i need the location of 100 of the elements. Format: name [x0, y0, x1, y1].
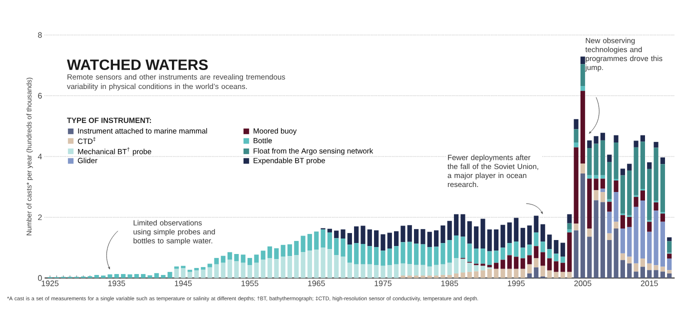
bar — [434, 246, 439, 265]
bar — [314, 232, 319, 250]
bar — [534, 246, 538, 258]
bar — [554, 240, 558, 254]
bar — [380, 266, 386, 278]
bar — [627, 256, 632, 264]
bar — [274, 259, 279, 278]
bar — [567, 214, 572, 224]
bar — [180, 266, 186, 268]
bar — [627, 164, 632, 170]
bar — [320, 248, 326, 278]
bar — [400, 242, 406, 264]
bar — [514, 242, 518, 257]
bar — [667, 270, 672, 274]
bar — [507, 243, 512, 256]
bar — [594, 200, 598, 278]
bar — [580, 86, 586, 91]
bar — [667, 258, 672, 270]
bar — [580, 174, 586, 278]
bar — [547, 234, 552, 250]
bar — [440, 225, 446, 244]
bar — [667, 254, 672, 259]
bar — [647, 232, 652, 264]
bar — [554, 272, 558, 278]
bar — [208, 267, 212, 278]
bar — [414, 264, 419, 276]
bar — [634, 196, 638, 207]
bar — [520, 268, 526, 278]
bar — [620, 215, 626, 228]
bar — [640, 190, 646, 201]
bar — [220, 262, 226, 278]
bar — [580, 56, 586, 64]
bar — [280, 256, 286, 278]
bar — [607, 199, 612, 202]
bar — [174, 268, 179, 278]
bar — [367, 229, 372, 246]
bar — [94, 274, 99, 278]
bar — [334, 238, 339, 256]
bar — [547, 270, 552, 278]
bar — [214, 258, 219, 264]
bar — [620, 260, 626, 278]
bar — [660, 272, 665, 278]
bar — [574, 224, 578, 230]
bar — [374, 265, 379, 278]
bar — [374, 230, 379, 248]
bar — [447, 240, 452, 263]
bar — [480, 266, 486, 270]
bar — [254, 254, 259, 263]
bar — [208, 264, 212, 268]
bar — [247, 265, 252, 278]
bar — [567, 272, 572, 278]
bar — [654, 202, 658, 211]
bar — [587, 236, 592, 278]
bar — [640, 200, 646, 259]
bar — [447, 274, 452, 278]
bar — [434, 264, 439, 276]
bar — [228, 252, 232, 260]
bar — [574, 147, 578, 224]
bar — [247, 258, 252, 266]
bar — [487, 251, 492, 265]
bar — [460, 272, 466, 278]
bar — [634, 140, 638, 148]
bar — [400, 263, 406, 276]
bar — [520, 258, 526, 269]
bar — [407, 264, 412, 276]
bar — [240, 254, 246, 263]
bar — [634, 147, 638, 196]
bar — [307, 250, 312, 278]
bar — [260, 260, 266, 278]
bar — [647, 162, 652, 169]
bar — [467, 221, 472, 244]
bar — [580, 90, 586, 164]
bar — [454, 258, 459, 274]
bar — [200, 267, 206, 270]
bar — [480, 248, 486, 264]
bar — [327, 232, 332, 250]
bar — [660, 266, 665, 272]
bar — [494, 229, 498, 251]
bar — [607, 212, 612, 234]
bar — [334, 230, 339, 238]
bar — [387, 248, 392, 266]
bar — [394, 264, 399, 278]
bar — [460, 258, 466, 273]
bar — [514, 218, 518, 242]
bar — [154, 273, 159, 278]
bar — [367, 264, 372, 278]
bar — [360, 264, 366, 278]
bar — [460, 214, 466, 237]
bar — [360, 244, 366, 264]
bar — [380, 234, 386, 251]
bar — [574, 230, 578, 278]
bar — [274, 248, 279, 260]
bar — [667, 241, 672, 253]
bar — [280, 244, 286, 257]
bar — [580, 64, 586, 86]
bar — [254, 262, 259, 278]
bar — [587, 148, 592, 176]
bar — [234, 254, 239, 262]
bar — [614, 142, 618, 179]
bar — [647, 168, 652, 220]
